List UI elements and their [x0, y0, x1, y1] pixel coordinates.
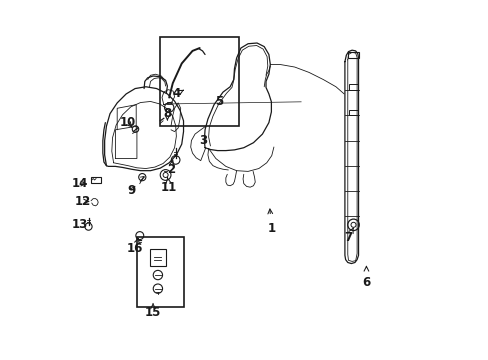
Text: 5: 5 [215, 95, 223, 108]
Text: 9: 9 [127, 184, 135, 197]
Text: 7: 7 [344, 228, 353, 244]
Text: 10: 10 [120, 116, 136, 129]
Bar [91, 177, 101, 183]
Text: 2: 2 [166, 160, 175, 176]
Bar [348, 110, 357, 116]
Text: 8: 8 [163, 107, 171, 120]
Text: 4: 4 [172, 87, 183, 100]
Text: 1: 1 [267, 209, 275, 235]
Bar [348, 84, 357, 90]
Text: 13: 13 [71, 218, 87, 231]
Text: 3: 3 [199, 134, 207, 147]
Bar [150, 249, 165, 266]
Text: 14: 14 [71, 177, 87, 190]
Bar [137, 237, 183, 307]
Bar [348, 51, 358, 58]
Text: 12: 12 [74, 195, 90, 208]
Text: 16: 16 [127, 238, 143, 255]
Bar [160, 37, 239, 126]
Text: 11: 11 [161, 178, 177, 194]
Text: 15: 15 [144, 303, 161, 319]
Text: 6: 6 [362, 266, 370, 289]
